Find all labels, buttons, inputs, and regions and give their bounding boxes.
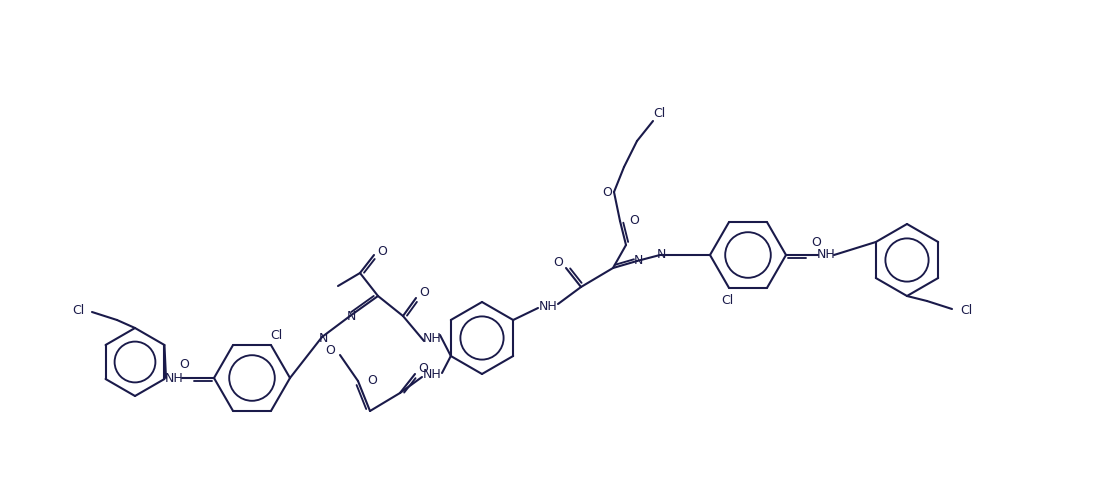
Text: Cl: Cl	[960, 304, 972, 318]
Text: N: N	[318, 331, 328, 345]
Text: N: N	[347, 310, 355, 324]
Text: O: O	[179, 358, 189, 372]
Text: N: N	[633, 253, 643, 267]
Text: NH: NH	[539, 300, 557, 312]
Text: O: O	[418, 362, 428, 376]
Text: NH: NH	[422, 369, 441, 382]
Text: Cl: Cl	[72, 303, 84, 317]
Text: NH: NH	[816, 248, 836, 262]
Text: NH: NH	[422, 331, 441, 345]
Text: O: O	[367, 375, 377, 387]
Text: Cl: Cl	[653, 107, 665, 119]
Text: NH: NH	[165, 372, 183, 384]
Text: Cl: Cl	[270, 328, 282, 342]
Text: Cl: Cl	[721, 295, 733, 307]
Text: O: O	[325, 344, 335, 356]
Text: O: O	[811, 236, 821, 248]
Text: N: N	[656, 248, 666, 262]
Text: O: O	[629, 214, 638, 226]
Text: O: O	[602, 187, 612, 199]
Text: O: O	[553, 256, 563, 270]
Text: O: O	[377, 245, 387, 257]
Text: O: O	[419, 287, 429, 300]
